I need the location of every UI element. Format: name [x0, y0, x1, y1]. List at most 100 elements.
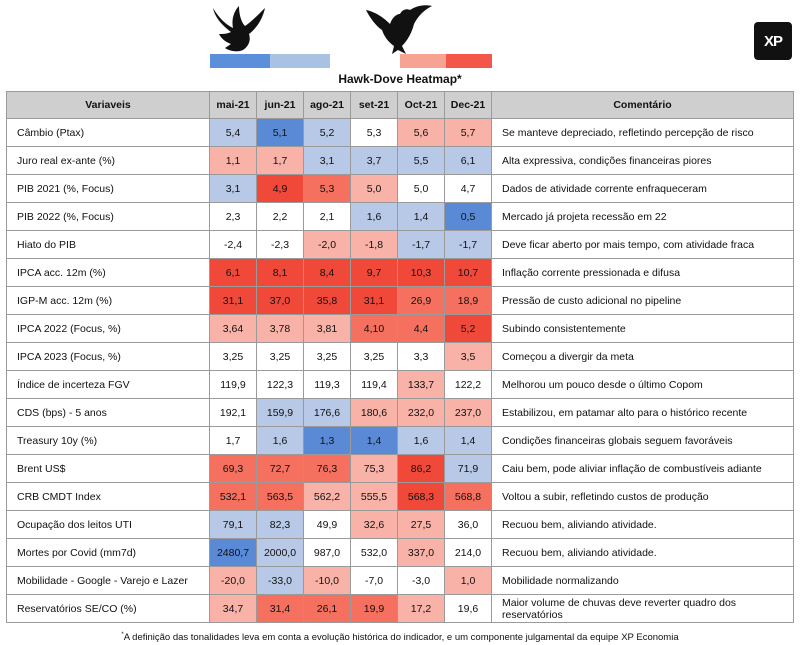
heat-cell: 4,10 [350, 314, 398, 343]
variable-name: Juro real ex-ante (%) [6, 146, 210, 175]
heat-cell: 133,7 [397, 370, 445, 399]
heat-cell: 3,25 [350, 342, 398, 371]
heat-cell: 5,3 [350, 118, 398, 147]
heat-cell: 3,3 [397, 342, 445, 371]
hawk-legend-light [400, 54, 446, 68]
heat-cell: 10,3 [397, 258, 445, 287]
heat-cell: -2,3 [256, 230, 304, 259]
heat-cell: -33,0 [256, 566, 304, 595]
variable-name: Treasury 10y (%) [6, 426, 210, 455]
heat-cell: 32,6 [350, 510, 398, 539]
heat-cell: 122,2 [444, 370, 492, 399]
variable-name: Índice de incerteza FGV [6, 370, 210, 399]
heat-cell: 214,0 [444, 538, 492, 567]
heat-cell: 3,1 [303, 146, 351, 175]
heat-cell: 6,1 [209, 258, 257, 287]
variable-name: Mortes por Covid (mm7d) [6, 538, 210, 567]
heat-cell: 5,2 [303, 118, 351, 147]
table-row: Brent US$ 69,3 72,7 76,3 75,3 86,2 71,9 Caiu be… [6, 454, 794, 483]
heat-cell: 71,9 [444, 454, 492, 483]
heat-cell: 2480,7 [209, 538, 257, 567]
header-row: Variaveis mai-21 jun-21 ago-21 set-21 Oc… [6, 91, 794, 119]
heat-cell: 17,2 [397, 594, 445, 623]
header-month: jun-21 [256, 91, 304, 119]
heat-cell: 5,7 [444, 118, 492, 147]
heat-cell: -2,4 [209, 230, 257, 259]
heatmap-table: Variaveis mai-21 jun-21 ago-21 set-21 Oc… [6, 91, 794, 623]
header-month: mai-21 [209, 91, 257, 119]
heat-cell: 8,4 [303, 258, 351, 287]
heat-cell: 1,3 [303, 426, 351, 455]
table-row: IGP-M acc. 12m (%) 31,1 37,0 35,8 31,1 26,9 18… [6, 286, 794, 315]
heat-cell: 5,0 [350, 174, 398, 203]
comment-cell: Subindo consistentemente [491, 314, 794, 343]
comment-cell: Recuou bem, aliviando atividade. [491, 510, 794, 539]
heat-cell: -10,0 [303, 566, 351, 595]
heat-cell: 4,9 [256, 174, 304, 203]
header-month: ago-21 [303, 91, 351, 119]
heat-cell: 5,6 [397, 118, 445, 147]
heat-cell: 31,1 [209, 286, 257, 315]
variable-name: Mobilidade - Google - Varejo e Lazer [6, 566, 210, 595]
heat-cell: 82,3 [256, 510, 304, 539]
comment-cell: Estabilizou, em patamar alto para o hist… [491, 398, 794, 427]
heat-cell: 3,78 [256, 314, 304, 343]
heat-cell: 2,2 [256, 202, 304, 231]
heat-cell: 532,0 [350, 538, 398, 567]
comment-cell: Mobilidade normalizando [491, 566, 794, 595]
heat-cell: 1,4 [444, 426, 492, 455]
heat-cell: 119,4 [350, 370, 398, 399]
header-comment: Comentário [491, 91, 794, 119]
table-row: Câmbio (Ptax) 5,4 5,1 5,2 5,3 5,6 5,7 Se mantev… [6, 118, 794, 147]
table-row: Hiato do PIB -2,4 -2,3 -2,0 -1,8 -1,7 -1,7 Deve… [6, 230, 794, 259]
variable-name: Ocupação dos leitos UTI [6, 510, 210, 539]
table-row: IPCA acc. 12m (%) 6,1 8,1 8,4 9,7 10,3 10,7 Inf… [6, 258, 794, 287]
heat-cell: -7,0 [350, 566, 398, 595]
heat-cell: 26,1 [303, 594, 351, 623]
footnote: *A definição das tonalidades leva em con… [0, 632, 800, 643]
table-row: PIB 2021 (%, Focus) 3,1 4,9 5,3 5,0 5,0 4,7 Dad… [6, 174, 794, 203]
comment-cell: Caiu bem, pode aliviar inflação de combu… [491, 454, 794, 483]
variable-name: PIB 2022 (%, Focus) [6, 202, 210, 231]
heat-cell: 18,9 [444, 286, 492, 315]
heat-cell: 232,0 [397, 398, 445, 427]
heat-cell: 86,2 [397, 454, 445, 483]
heat-cell: 532,1 [209, 482, 257, 511]
heat-cell: 49,9 [303, 510, 351, 539]
table-row: Juro real ex-ante (%) 1,1 1,7 3,1 3,7 5,5 6,1 A… [6, 146, 794, 175]
heat-cell: 31,4 [256, 594, 304, 623]
hawk-icon [362, 2, 436, 56]
table-row: Índice de incerteza FGV 119,9 122,3 119,3 11… [6, 370, 794, 399]
heat-cell: 4,4 [397, 314, 445, 343]
heat-cell: 79,1 [209, 510, 257, 539]
variable-name: PIB 2021 (%, Focus) [6, 174, 210, 203]
variable-name: IPCA 2023 (Focus, %) [6, 342, 210, 371]
heat-cell: 19,6 [444, 594, 492, 623]
heat-cell: 568,8 [444, 482, 492, 511]
heat-cell: 1,1 [209, 146, 257, 175]
heat-cell: -1,7 [444, 230, 492, 259]
heat-cell: 72,7 [256, 454, 304, 483]
header-month: set-21 [350, 91, 398, 119]
heat-cell: 36,0 [444, 510, 492, 539]
comment-cell: Maior volume de chuvas deve reverter qua… [491, 594, 794, 623]
heat-cell: 987,0 [303, 538, 351, 567]
comment-cell: Dados de atividade corrente enfraquecera… [491, 174, 794, 203]
heat-cell: 1,6 [350, 202, 398, 231]
variable-name: Câmbio (Ptax) [6, 118, 210, 147]
heat-cell: 1,4 [350, 426, 398, 455]
heat-cell: 1,4 [397, 202, 445, 231]
heat-cell: 3,7 [350, 146, 398, 175]
comment-cell: Alta expressiva, condições financeiras p… [491, 146, 794, 175]
heat-cell: 35,8 [303, 286, 351, 315]
variable-name: CDS (bps) - 5 anos [6, 398, 210, 427]
heat-cell: 1,6 [256, 426, 304, 455]
heat-cell: 119,9 [209, 370, 257, 399]
table-row: IPCA 2022 (Focus, %) 3,64 3,78 3,81 4,10 4,4 5… [6, 314, 794, 343]
heat-cell: 176,6 [303, 398, 351, 427]
heat-cell: 568,3 [397, 482, 445, 511]
heat-cell: 37,0 [256, 286, 304, 315]
table-row: IPCA 2023 (Focus, %) 3,25 3,25 3,25 3,25 3,3 3… [6, 342, 794, 371]
heat-cell: 69,3 [209, 454, 257, 483]
table-row: Mortes por Covid (mm7d) 2480,7 2000,0 987,0… [6, 538, 794, 567]
